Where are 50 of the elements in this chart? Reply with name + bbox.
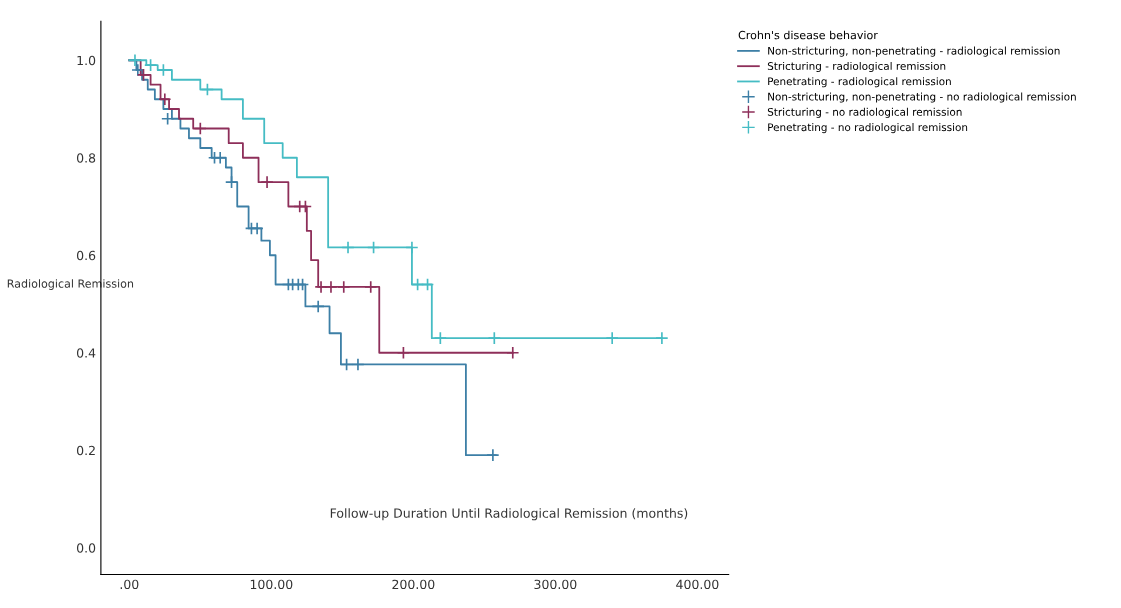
x-tick-label: 100.00: [250, 579, 293, 590]
point: [487, 331, 501, 345]
point: [433, 331, 447, 345]
point: [339, 357, 354, 372]
y-tick-label: 0.8: [76, 153, 96, 163]
point: [200, 82, 215, 97]
legend-title: Crohn's disease behavior: [738, 30, 878, 40]
y-tick-label: 1.0: [77, 55, 96, 66]
point: [158, 92, 172, 106]
y-tick-label: 0.2: [76, 445, 95, 456]
y-tick-label: 0.4: [76, 348, 96, 358]
point: [160, 112, 175, 126]
point: [410, 277, 425, 292]
y-tick-label: 0.0: [76, 543, 96, 553]
legend-label: Penetrating - no radiological remission: [768, 123, 968, 134]
point: [314, 280, 328, 294]
point: [506, 346, 520, 360]
point: [337, 280, 351, 294]
legend-label: Non-stricturing, non-penetrating - radiological remission: [768, 46, 1060, 57]
point: [311, 299, 325, 314]
legend-label: Stricturing - no radiological remission: [767, 107, 962, 118]
y-tick-label: 0.6: [76, 250, 96, 261]
legend-label: Penetrating - radiological remission: [768, 77, 951, 88]
point: [396, 346, 411, 360]
x-tick-label: 200.00: [392, 579, 435, 590]
point: [351, 357, 365, 372]
point: [655, 331, 669, 345]
point: [366, 240, 381, 255]
point: [605, 331, 619, 345]
point: [143, 58, 158, 72]
legend-label: Non-stricturing, non-penetrating - no radiological remission: [768, 92, 1076, 103]
x-axis-title: Follow-up Duration Until Radiological Remission (months): [330, 508, 688, 521]
legend-label: Stricturing - radiological remission: [767, 61, 946, 72]
point: [260, 175, 274, 189]
x-tick-label: 300.00: [534, 579, 577, 590]
point: [298, 199, 313, 214]
point: [486, 448, 500, 462]
point: [136, 68, 151, 82]
point: [193, 121, 207, 136]
point: [295, 277, 310, 292]
point: [405, 240, 419, 255]
point: [131, 63, 145, 77]
point: [420, 277, 435, 292]
point: [341, 240, 355, 255]
x-tick-label: .00: [120, 579, 139, 590]
point: [364, 280, 378, 294]
point: [324, 280, 338, 294]
point: [250, 221, 264, 236]
x-tick-label: 400.00: [676, 579, 719, 590]
point: [224, 175, 239, 189]
